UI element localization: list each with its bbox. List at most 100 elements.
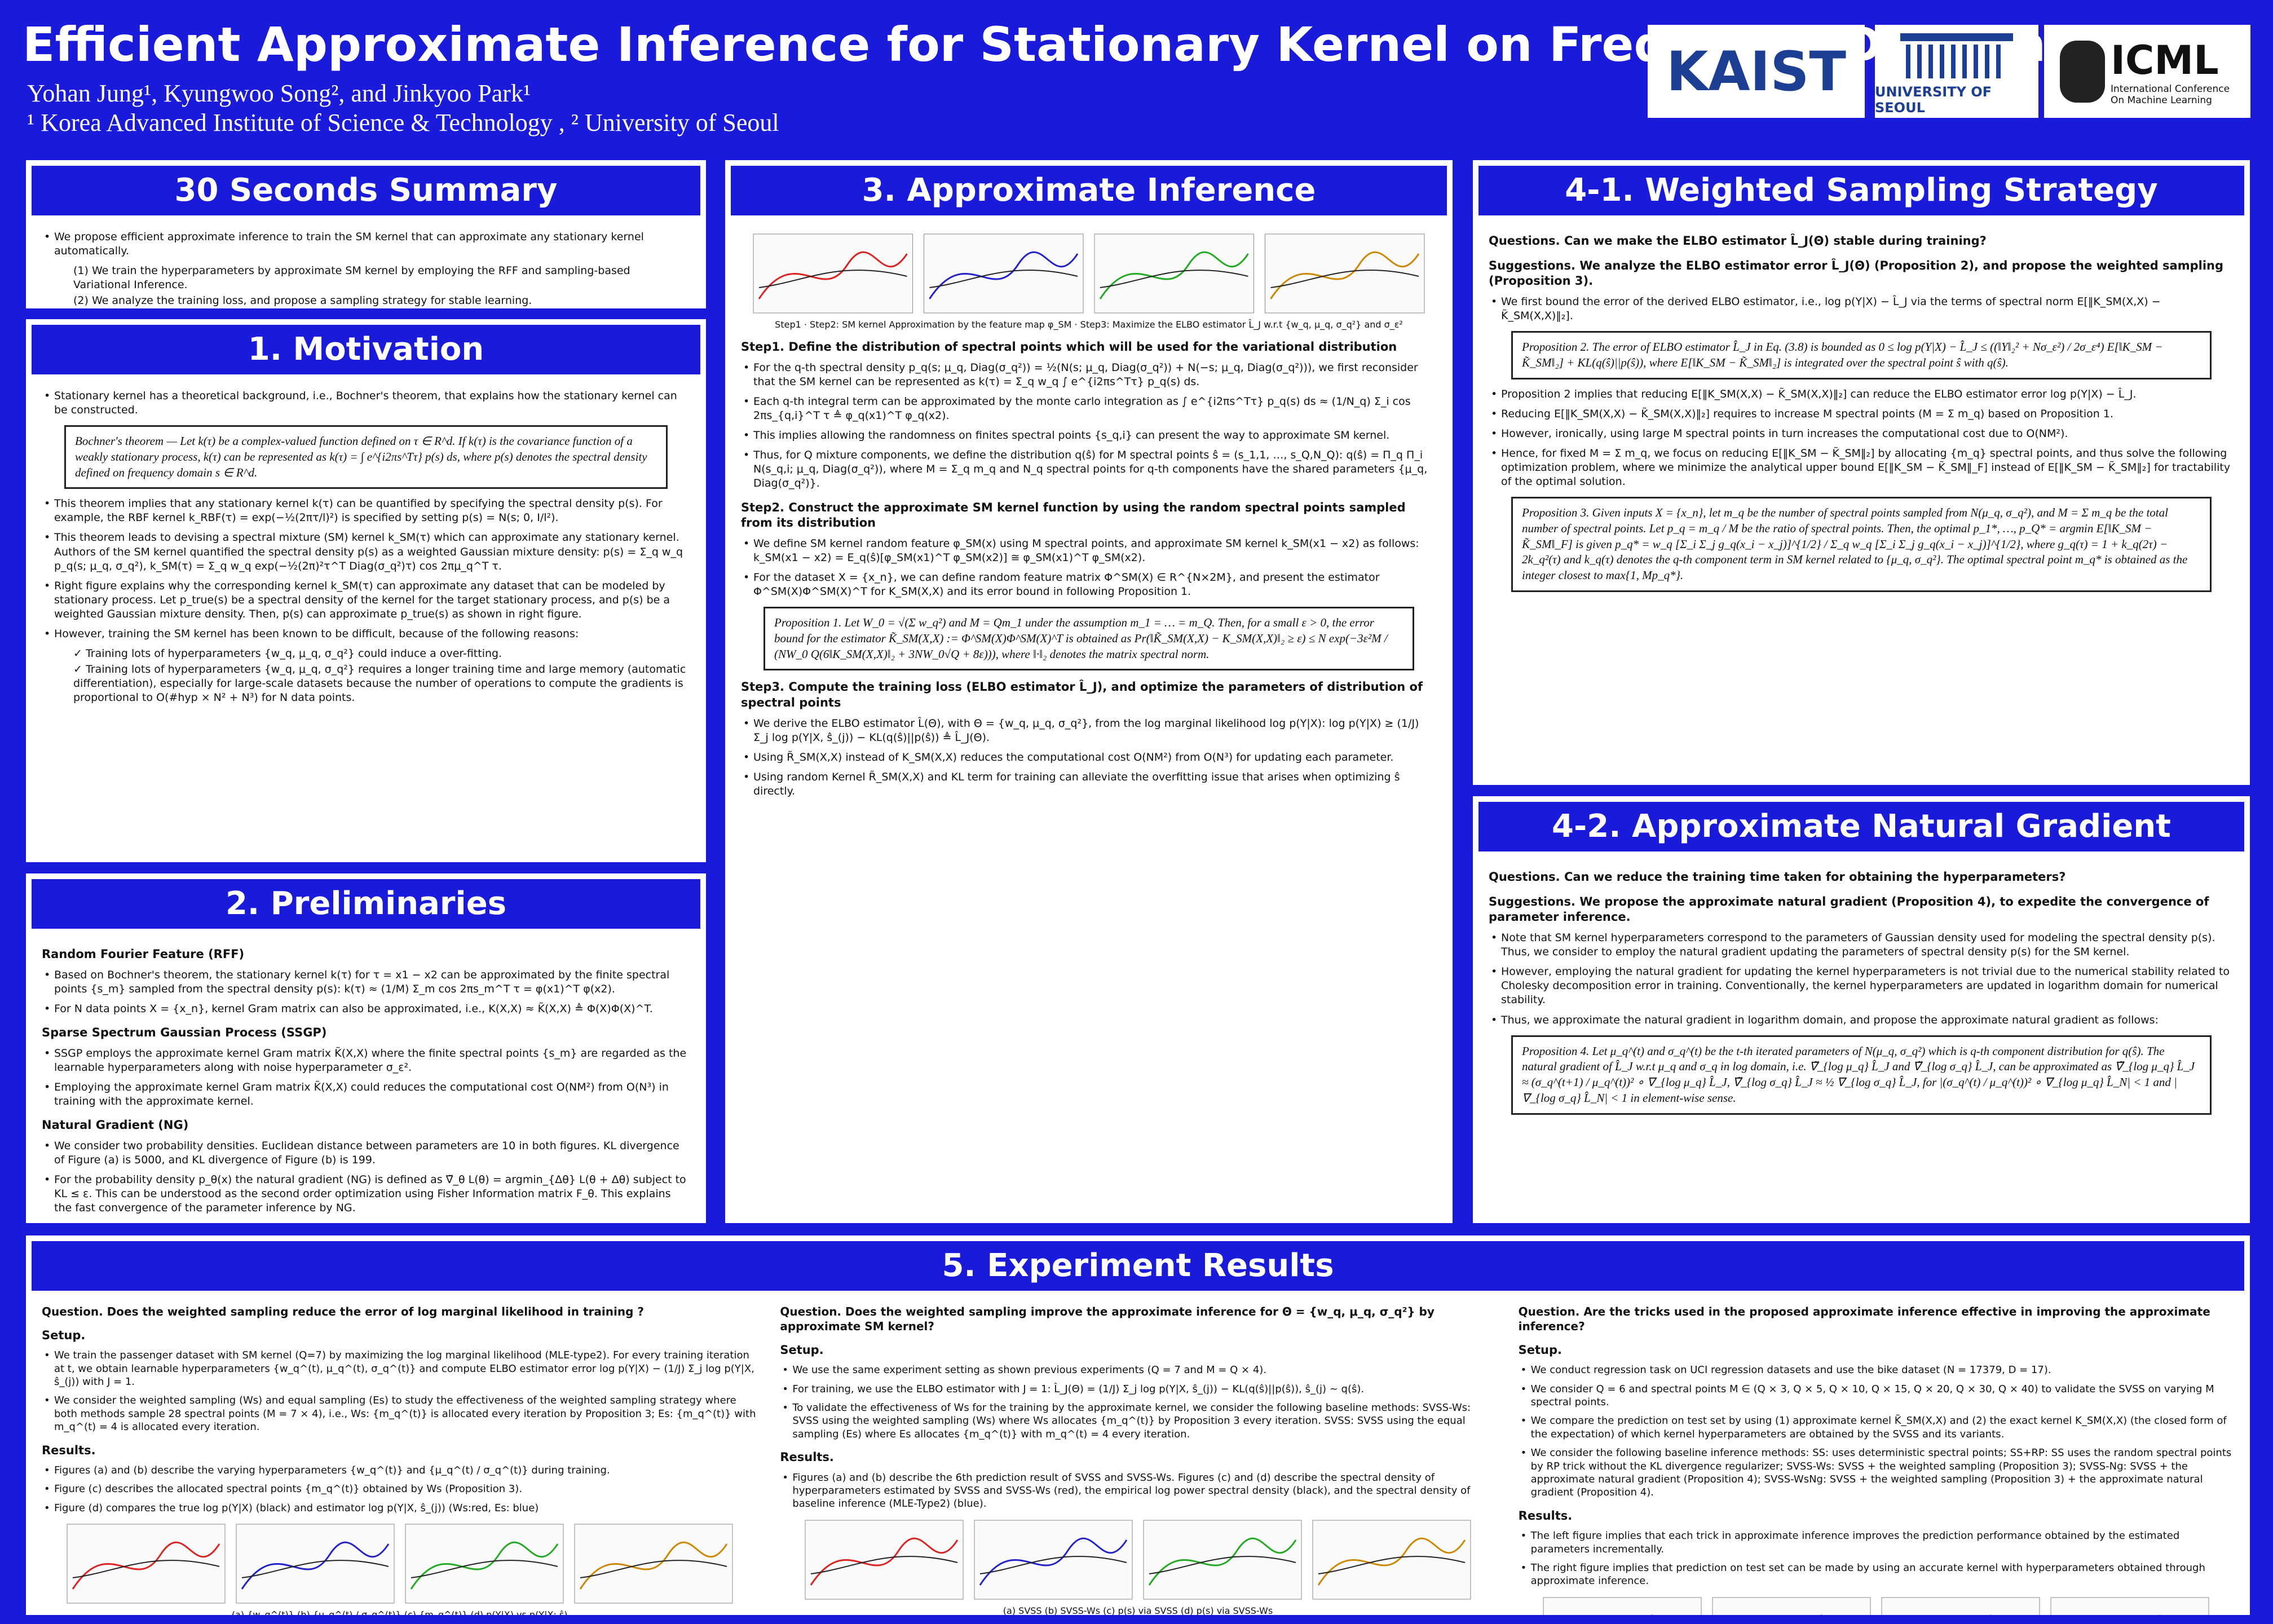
logo-text: KAIST [1666,39,1847,103]
logo-icml: ICML International Conference On Machine … [2044,25,2250,118]
figure: Training progress on validation set · K̃… [1519,1595,2234,1615]
sub: (1) We train the hyperparameters by appr… [73,264,630,292]
heading: Suggestions. We propose the approximate … [1489,894,2209,924]
bullet: We define SM kernel random feature φ_SM(… [741,537,1437,565]
heading: Natural Gradient (NG) [42,1118,189,1132]
section: 5. Experiment Results Question. Does the … [23,1232,2253,1618]
bullet: The right figure implies that prediction… [1519,1561,2234,1588]
bullet: Figure (c) describes the allocated spect… [42,1482,757,1496]
question: Question. Are the tricks used in the pro… [1518,1305,2210,1333]
proposition-box: Bochner's theorem — Let k(τ) be a comple… [64,425,668,489]
figure-caption: (a) {w_q^(t)} (b) {μ_q^(t) / σ_q^(t)} (c… [231,1609,568,1618]
proposition-box: Proposition 2. The error of ELBO estimat… [1511,331,2212,379]
logo-text: UNIVERSITY OF SEOUL [1875,83,1992,116]
bullet: We compare the prediction on test set by… [1519,1414,2234,1441]
bullet: However, ironically, using large M spect… [1489,427,2234,441]
logo-graphic [1900,33,2013,78]
sub: ✓ Training lots of hyperparameters {w_q,… [73,647,502,660]
bullet: To validate the effectiveness of Ws for … [780,1401,1495,1441]
bullet: Using R̃_SM(X,X) instead of K_SM(X,X) re… [741,751,1437,765]
section-body: Random Fourier Feature (RFF) Based on Boc… [26,934,706,1223]
logo-subtext: International Conference On Machine Lear… [2111,83,2230,106]
bullet: Stationary kernel has a theoretical back… [42,389,690,417]
bullet: For the dataset X = {x_n}, we can define… [741,571,1437,599]
heading: Step2. Construct the approximate SM kern… [741,500,1406,530]
logo-kaist: KAIST [1648,25,1865,118]
bullet: We consider Q = 6 and spectral points M … [1519,1383,2234,1409]
bullet: We use the same experiment setting as sh… [780,1363,1495,1377]
section-body: Questions. Can we make the ELBO estimato… [1473,221,2250,603]
heading: Random Fourier Feature (RFF) [42,947,245,961]
section: 2. Preliminaries Random Fourier Feature (… [23,870,709,1226]
column: Question. Are the tricks used in the pro… [1518,1296,2234,1615]
heading: Results. [42,1443,96,1457]
bullet: However, employing the natural gradient … [1489,965,2234,1007]
figure-graphic [805,1520,1471,1600]
bullet: We consider two probability densities. E… [42,1139,690,1167]
bullet: Right figure explains why the correspond… [42,579,690,621]
bullet: Figures (a) and (b) describe the 6th pre… [780,1471,1495,1511]
bullet: We propose efficient approximate inferen… [42,230,690,258]
section-title: 3. Approximate Inference [731,166,1447,215]
bullet: Proposition 2 implies that reducing E[‖K… [1489,387,2234,401]
column: Question. Does the weighted sampling red… [42,1296,757,1618]
heading: Results. [780,1450,834,1464]
bullet: For training, we use the ELBO estimator … [780,1383,1495,1396]
proposition-box: Proposition 1. Let W_0 = √(Σ w_q²) and M… [763,607,1414,671]
columns: Question. Does the weighted sampling red… [26,1296,2250,1618]
section-title: 2. Preliminaries [32,879,700,929]
bullet: Based on Bochner's theorem, the stationa… [42,968,690,996]
bullet: Figures (a) and (b) describe the varying… [42,1464,757,1477]
bullet: For the probability density p_θ(x) the n… [42,1173,690,1215]
logo-text: ICML [2111,37,2219,83]
bullet: However, training the SM kernel has been… [42,627,690,641]
section: 30 Seconds Summary We propose efficient a… [23,157,709,312]
figure-graphic [753,233,1425,314]
section-title: 30 Seconds Summary [32,166,700,215]
bullet: Hence, for fixed M = Σ m_q, we focus on … [1489,447,2234,489]
bullet: Note that SM kernel hyperparameters corr… [1489,931,2234,959]
heading: Setup. [1518,1343,1563,1357]
section-title: 5. Experiment Results [32,1241,2244,1291]
bullet: SSGP employs the approximate kernel Gram… [42,1047,690,1075]
section-body: Questions. Can we reduce the training ti… [1473,857,2250,1126]
bullet: Thus, we approximate the natural gradien… [1489,1013,2234,1027]
bullet: This theorem implies that any stationary… [42,497,690,525]
bullet: Employing the approximate kernel Gram ma… [42,1080,690,1109]
bullet: This theorem leads to devising a spectra… [42,531,690,573]
authors: Yohan Jung¹, Kyungwoo Song², and Jinkyoo… [27,80,531,107]
figure-graphic [67,1524,733,1604]
bullet: Each q-th integral term can be approxima… [741,395,1437,423]
figure: Step1 · Step2: SM kernel Approximation b… [741,231,1437,330]
bullet: We train the passenger dataset with SM k… [42,1349,757,1388]
proposition-box: Proposition 3. Given inputs X = {x_n}, l… [1511,497,2212,592]
column: Question. Does the weighted sampling imp… [780,1296,1495,1615]
heading: Results. [1518,1508,1573,1522]
heading: Suggestions. We analyze the ELBO estimat… [1489,258,2224,288]
section-title: 4-2. Approximate Natural Gradient [1478,802,2244,851]
question: Question. Does the weighted sampling red… [42,1305,644,1318]
section: 1. Motivation Stationary kernel has a the… [23,316,709,866]
bullet: For the q-th spectral density p_q(s; μ_q… [741,361,1437,389]
question: Question. Does the weighted sampling imp… [780,1305,1435,1333]
heading: Step3. Compute the training loss (ELBO e… [741,680,1423,710]
figure: (a) SVSS (b) SVSS-Ws (c) p(s) via SVSS (… [780,1517,1495,1615]
section-body: Stationary kernel has a theoretical back… [26,380,706,710]
section: 4-2. Approximate Natural Gradient Questio… [1469,793,2253,1226]
bullet: We first bound the error of the derived … [1489,295,2234,323]
section: 3. Approximate Inference Step1 · Step2: S… [722,157,1456,1226]
heading: Step1. Define the distribution of spectr… [741,340,1397,354]
section: 4-1. Weighted Sampling Strategy Questions… [1469,157,2253,788]
bullet: Figure (d) compares the true log p(Y|X) … [42,1502,757,1515]
logo-graphic [2060,40,2105,103]
bullet: We consider the weighted sampling (Ws) a… [42,1394,757,1433]
bullet: Reducing E[‖K_SM(X,X) − K̃_SM(X,X)‖₂] re… [1489,407,2234,421]
heading: Questions. Can we reduce the training ti… [1489,870,2066,884]
sub: ✓ Training lots of hyperparameters {w_q,… [73,663,686,704]
bullet: Using random Kernel R̃_SM(X,X) and KL te… [741,770,1437,798]
section-title: 4-1. Weighted Sampling Strategy [1478,166,2244,215]
figure: (a) {w_q^(t)} (b) {μ_q^(t) / σ_q^(t)} (c… [42,1521,757,1618]
figure-graphic [1543,1597,2209,1615]
heading: Setup. [42,1329,86,1342]
